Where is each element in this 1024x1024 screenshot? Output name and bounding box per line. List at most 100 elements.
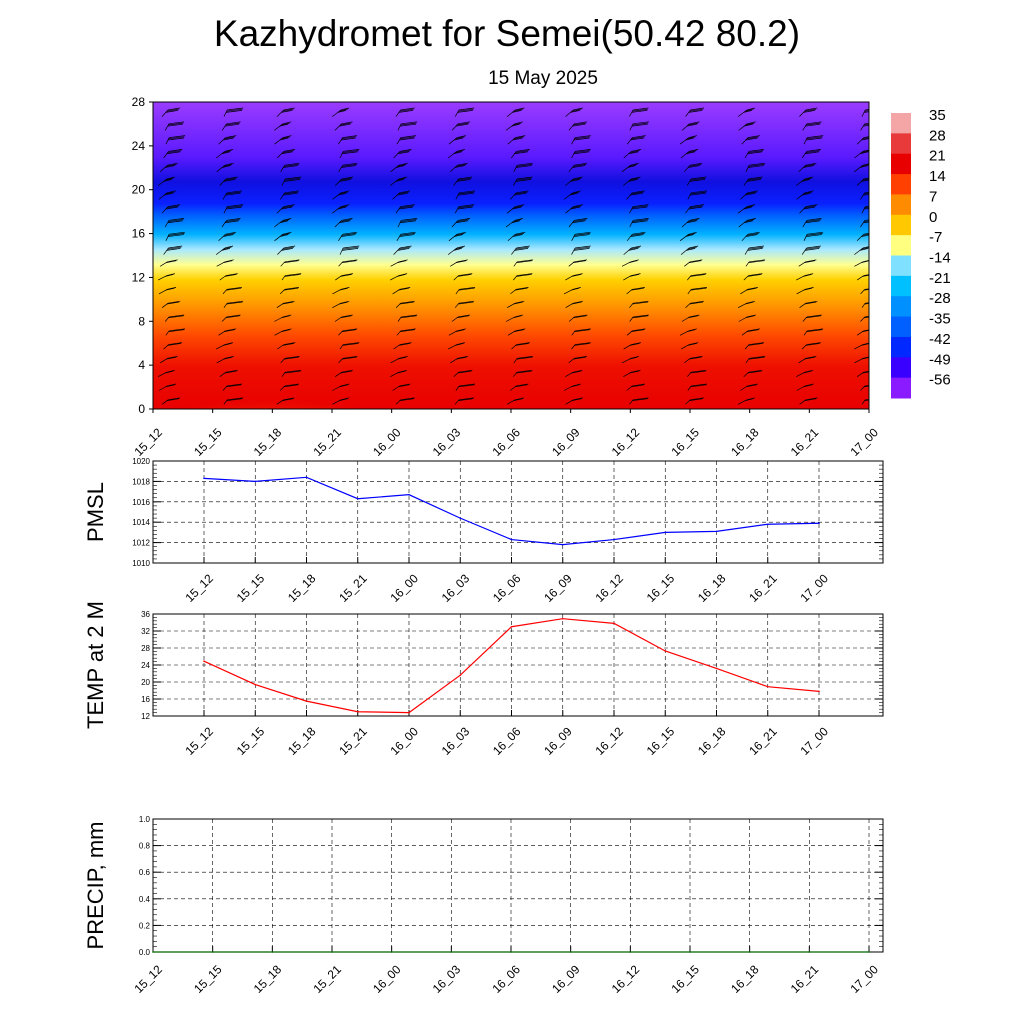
wind-barb-feather xyxy=(457,177,472,181)
wind-barb-feather xyxy=(689,205,704,209)
wind-barb-feather xyxy=(281,136,290,140)
wind-barb-feather xyxy=(633,218,649,221)
wind-barb-feather xyxy=(400,329,416,332)
wind-barb-feather xyxy=(631,245,642,249)
wind-barb-feather xyxy=(688,164,702,167)
wind-barb-feather xyxy=(398,150,411,153)
wind-barb-feather xyxy=(458,107,475,111)
wind-barb-feather xyxy=(804,260,816,263)
wind-barb-feather xyxy=(748,176,763,180)
wind-barb-feather xyxy=(862,259,869,263)
wind-barb-feather xyxy=(631,273,641,276)
wind-barb-feather xyxy=(165,370,174,374)
wind-barb-feather xyxy=(226,383,242,387)
wind-barb-feather xyxy=(342,259,358,263)
wind-barb-feather xyxy=(455,246,464,250)
wind-barb-feather xyxy=(746,384,757,388)
x-tick-label: 15_12 xyxy=(182,571,216,605)
wind-barb-feather xyxy=(803,384,813,388)
wind-barb-feather xyxy=(458,205,474,209)
wind-barb-feather xyxy=(339,384,348,388)
wind-barb-feather xyxy=(686,123,697,127)
wind-barb-feather xyxy=(398,110,413,113)
wind-barb-feather xyxy=(342,248,359,251)
wind-barb-feather xyxy=(516,176,533,180)
wind-barb-feather xyxy=(400,300,415,304)
data-point xyxy=(629,951,632,953)
wind-barb-feather xyxy=(395,179,405,182)
wind-barb-feather xyxy=(631,220,648,224)
wind-barb-feather xyxy=(629,343,640,346)
wind-barb-feather xyxy=(399,220,417,224)
wind-barb-feather xyxy=(168,245,183,249)
wind-barb-feather xyxy=(226,121,241,125)
wind-barb-feather xyxy=(282,328,292,332)
wind-barb-feather xyxy=(340,300,350,304)
wind-barb-feather xyxy=(805,234,823,237)
wind-barb-feather xyxy=(224,233,235,236)
data-point xyxy=(766,685,769,688)
data-point xyxy=(664,650,667,652)
wind-barb-feather xyxy=(803,110,815,113)
wind-barb-feather xyxy=(748,150,764,153)
colorbar-swatch xyxy=(891,194,911,216)
wind-barb-feather xyxy=(399,287,411,290)
wind-barb-feather xyxy=(806,314,822,318)
wind-barb-feather xyxy=(225,135,237,138)
x-tick-label: 17_00 xyxy=(797,724,831,758)
data-point xyxy=(613,622,615,625)
wind-barb-feather xyxy=(572,165,586,168)
wind-barb-feather xyxy=(399,137,415,141)
wind-barb-feather xyxy=(401,314,418,318)
wind-barb-feather xyxy=(514,314,523,318)
data-point xyxy=(254,683,257,686)
colorbar-swatch xyxy=(891,235,911,256)
wind-barb-feather xyxy=(690,370,706,374)
wind-barb-feather xyxy=(167,259,178,263)
wind-barb-feather xyxy=(689,398,703,401)
wind-barb-feather xyxy=(516,287,529,290)
wind-barb-feather xyxy=(284,179,301,182)
panel-frame xyxy=(152,613,884,717)
wind-barb-feather xyxy=(861,179,869,182)
colorbar-swatch xyxy=(891,174,911,195)
wind-barb-feather xyxy=(168,121,185,125)
wind-barb-feather xyxy=(516,342,530,345)
y-tick-label: 1014 xyxy=(132,518,150,527)
wind-barb-feather xyxy=(225,231,237,235)
section-x-tick-label: 16_06 xyxy=(489,425,523,459)
wind-barb-feather xyxy=(747,165,764,168)
wind-barb-feather xyxy=(571,384,580,388)
wind-barb-feather xyxy=(690,274,706,277)
wind-barb-feather xyxy=(279,123,289,127)
x-tick-label: 16_03 xyxy=(439,724,473,758)
x-tick-label: 16_12 xyxy=(592,724,626,758)
wind-barb-feather xyxy=(455,220,468,224)
wind-barb-feather xyxy=(517,259,533,263)
data-point xyxy=(818,690,820,693)
wind-barb-feather xyxy=(689,108,704,112)
wind-barb-feather xyxy=(804,287,814,290)
wind-barb-feather xyxy=(224,177,237,181)
section-x-axis: 15_12 15_15 15_18 15_21 16_00 16_03 16_06 16_09… xyxy=(131,409,881,459)
wind-barb-feather xyxy=(395,165,405,168)
wind-barb-feather xyxy=(632,219,649,222)
wind-barb-feather xyxy=(340,287,350,290)
data-point xyxy=(356,710,359,713)
wind-barb-feather xyxy=(573,234,590,237)
wind-barb-feather xyxy=(284,259,300,263)
data-point xyxy=(664,531,667,534)
wind-barb-feather xyxy=(340,315,352,319)
wind-barb-feather xyxy=(571,398,582,401)
wind-barb-feather xyxy=(570,206,581,210)
wind-barb-feather xyxy=(805,204,818,207)
wind-barb-feather xyxy=(223,164,233,167)
section-x-tick-label: 16_03 xyxy=(430,425,464,459)
wind-barb-feather xyxy=(457,356,468,359)
wind-barb-feather xyxy=(864,385,869,387)
wind-barb-feather xyxy=(689,342,699,345)
wind-barb-feather xyxy=(805,162,817,166)
wind-barb-feather xyxy=(745,108,754,112)
wind-barb-feather xyxy=(803,370,812,374)
wind-barb-feather xyxy=(400,328,416,332)
